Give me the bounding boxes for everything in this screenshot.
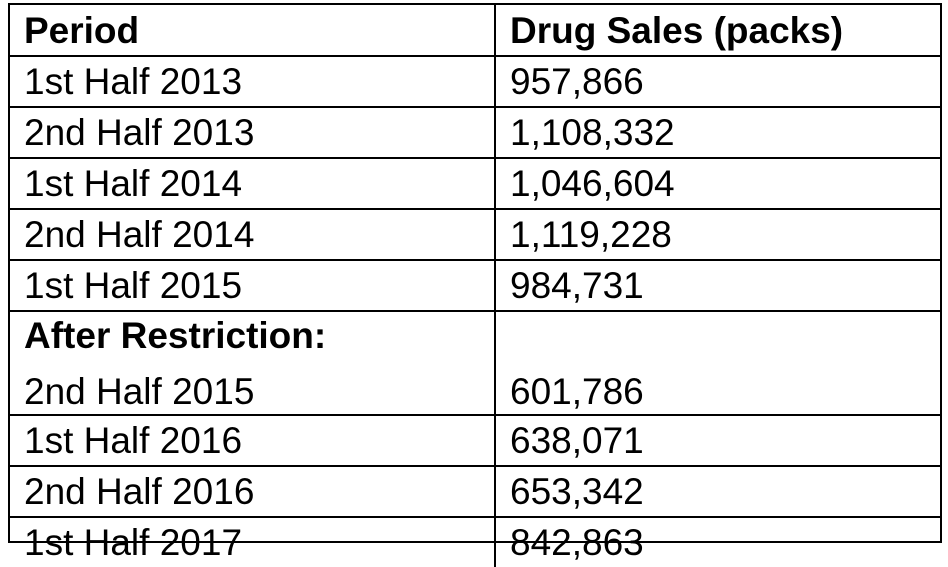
- table-row: 2nd Half 2013 1,108,332: [10, 107, 940, 159]
- period-cell: 2nd Half 2013: [10, 107, 496, 159]
- sales-cell: 984,731: [495, 260, 940, 312]
- sales-table-frame: Period Drug Sales (packs) 1st Half 2013 …: [8, 3, 942, 567]
- sales-cell: 1,046,604: [495, 158, 940, 210]
- table-row: 1st Half 2015 984,731: [10, 260, 940, 312]
- sales-cell: 1,119,228: [495, 209, 940, 261]
- sales-cell: 638,071: [495, 415, 940, 467]
- header-period: Period: [10, 5, 496, 57]
- header-drug-sales: Drug Sales (packs): [495, 5, 940, 57]
- period-cell: 2nd Half 2016: [10, 466, 496, 518]
- table-row: 2nd Half 2015 601,786: [10, 358, 940, 416]
- table-row: 1st Half 2014 1,046,604: [10, 158, 940, 210]
- period-cell: 1st Half 2017: [10, 517, 496, 567]
- sales-cell: 842,863: [510, 522, 644, 563]
- period-cell: 2nd Half 2015: [10, 358, 496, 416]
- table-row: 1st Half 2016 638,071: [10, 415, 940, 467]
- table-row: 1st Half 2013 957,866: [10, 56, 940, 108]
- period-cell: 1st Half 2014: [10, 158, 496, 210]
- period-cell: 1st Half 2016: [10, 415, 496, 467]
- period-cell: 1st Half 2015: [10, 260, 496, 312]
- table-row: 2nd Half 2014 1,119,228: [10, 209, 940, 261]
- table-row: 2nd Half 2016 653,342: [10, 466, 940, 518]
- period-cell: 1st Half 2013: [10, 56, 496, 108]
- table-header-row: Period Drug Sales (packs): [10, 5, 940, 57]
- section-label-row: After Restriction:: [10, 311, 940, 358]
- sales-cell: 601,786: [495, 358, 940, 416]
- table-row: 1st Half 2017 842,863: [10, 517, 940, 567]
- drug-sales-table: Period Drug Sales (packs) 1st Half 2013 …: [10, 5, 940, 567]
- sales-cell: 653,342: [495, 466, 940, 518]
- after-restriction-label: After Restriction:: [10, 311, 496, 358]
- sales-cell: 957,866: [495, 56, 940, 108]
- sales-cell: 1,108,332: [495, 107, 940, 159]
- empty-cell: [495, 311, 940, 358]
- period-cell: 2nd Half 2014: [10, 209, 496, 261]
